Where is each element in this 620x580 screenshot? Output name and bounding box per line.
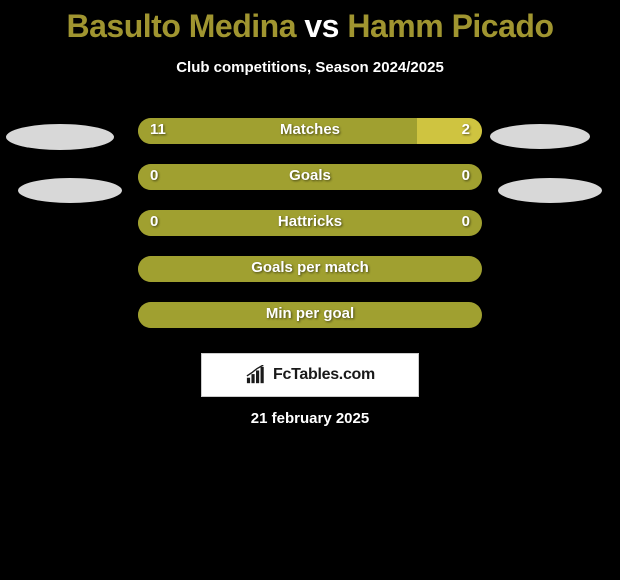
decorative-oval — [498, 178, 602, 203]
stat-bar: Goals per match — [138, 256, 482, 282]
stat-row: Min per goal — [0, 302, 620, 328]
player2-name: Hamm Picado — [347, 8, 553, 44]
card-subtitle: Club competitions, Season 2024/2025 — [0, 59, 620, 76]
stat-value-right: 2 — [462, 121, 470, 138]
stat-bar-left — [138, 302, 310, 328]
stat-bar: Goals00 — [138, 164, 482, 190]
brand-logo: FcTables.com — [201, 353, 419, 397]
stat-bar-left — [138, 210, 310, 236]
comparison-card: Basulto Medina vs Hamm Picado Club compe… — [0, 0, 620, 580]
stat-row: Hattricks00 — [0, 210, 620, 236]
player1-name: Basulto Medina — [67, 8, 296, 44]
card-title: Basulto Medina vs Hamm Picado — [0, 8, 620, 45]
stat-bars: Matches112Goals00Hattricks00Goals per ma… — [0, 118, 620, 328]
stat-bar: Matches112 — [138, 118, 482, 144]
stat-bar: Hattricks00 — [138, 210, 482, 236]
vs-separator: vs — [304, 8, 339, 44]
stat-row: Goals per match — [0, 256, 620, 282]
card-date: 21 february 2025 — [0, 410, 620, 427]
stat-value-right: 0 — [462, 167, 470, 184]
stat-bar: Min per goal — [138, 302, 482, 328]
stat-bar-left — [138, 118, 417, 144]
decorative-oval — [490, 124, 590, 149]
brand-name: FcTables.com — [273, 366, 375, 384]
stat-bar-left — [138, 164, 310, 190]
decorative-oval — [18, 178, 122, 203]
stat-value-left: 0 — [150, 213, 158, 230]
chart-icon — [245, 365, 267, 385]
stat-value-right: 0 — [462, 213, 470, 230]
stat-bar-right — [417, 118, 482, 144]
stat-bar-left — [138, 256, 310, 282]
decorative-oval — [6, 124, 114, 150]
stat-value-left: 11 — [150, 121, 166, 138]
stat-value-left: 0 — [150, 167, 158, 184]
